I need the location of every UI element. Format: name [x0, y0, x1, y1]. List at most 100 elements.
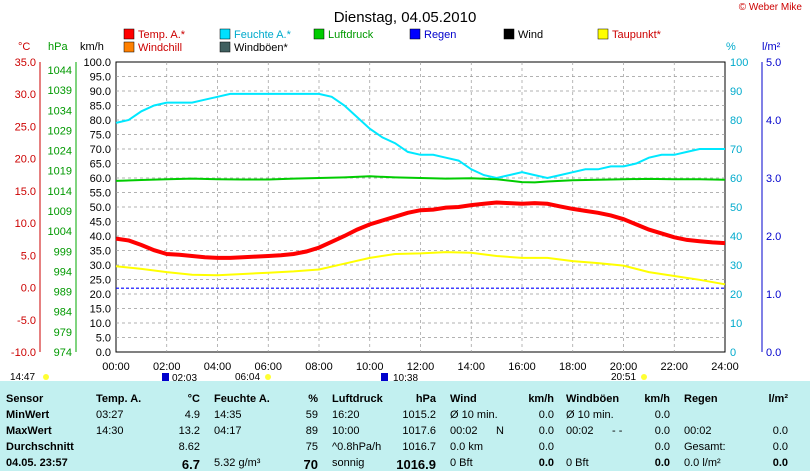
stats-cell-rain-val: 0.0 — [772, 441, 788, 453]
x-tick-label: 12:00 — [407, 361, 435, 373]
copyright-label: © Weber Mike — [738, 2, 802, 13]
legend-label: Luftdruck — [328, 29, 374, 41]
max-marker-icon — [381, 373, 388, 381]
weather-chart: Dienstag, 04.05.2010 Temp. A.* Feuchte A.*… — [10, 9, 781, 381]
pressure-tick-label: 1024 — [48, 146, 72, 158]
x-tick-label: 22:00 — [660, 361, 688, 373]
pressure-tick-label: 1004 — [48, 226, 72, 238]
wind-tick-label: 40.0 — [90, 231, 111, 243]
wind-tick-label: 30.0 — [90, 260, 111, 272]
time-marker-label: 02:03 — [172, 373, 197, 381]
pressure-tick-label: 984 — [54, 307, 72, 319]
x-tick-label: 18:00 — [559, 361, 587, 373]
temp-tick-label: 0.0 — [21, 283, 36, 295]
humidity-tick-label: 100 — [730, 57, 748, 69]
pressure-tick-label: 1039 — [48, 85, 72, 97]
x-tick-label: 04:00 — [204, 361, 232, 373]
stats-cell-label: Durchschnitt — [6, 441, 74, 453]
statistics-table: Sensor Temp. A. °C Feuchte A. % Luftdruc… — [0, 381, 810, 472]
stats-cell-rain-val: 0.0 — [772, 425, 788, 437]
stats-cell-gust-val: 0.0 — [654, 457, 670, 469]
stats-cell-gust-a: 00:02 — [566, 425, 594, 437]
pressure-tick-label: 1009 — [48, 206, 72, 218]
stats-header-gust: Windböen — [566, 393, 620, 405]
legend-label: Regen — [424, 29, 456, 41]
wind-tick-label: 10.0 — [90, 318, 111, 330]
temp-tick-label: 20.0 — [15, 154, 36, 166]
pressure-tick-label: 974 — [54, 347, 72, 359]
wind-tick-label: 65.0 — [90, 159, 111, 171]
legend-label: Windchill — [138, 42, 182, 54]
wind-tick-label: 85.0 — [90, 101, 111, 113]
rain-tick-label: 4.0 — [766, 115, 781, 127]
legend-swatch — [503, 28, 515, 40]
temp-tick-label: -10.0 — [11, 347, 36, 359]
x-tick-label: 16:00 — [508, 361, 536, 373]
temp-tick-label: 10.0 — [15, 218, 36, 230]
rain-tick-label: 5.0 — [766, 57, 781, 69]
stats-cell-gust-val: 0.0 — [654, 409, 670, 421]
pressure-tick-label: 1034 — [48, 105, 72, 117]
rain-tick-label: 3.0 — [766, 173, 781, 185]
stats-cell-label: MaxWert — [6, 425, 52, 437]
stats-cell-hum-val: 59 — [305, 409, 318, 421]
wind-tick-label: 90.0 — [90, 86, 111, 98]
stats-cell-wind-val: 0.0 — [538, 425, 554, 437]
stats-cell-temp-val: 4.9 — [184, 409, 200, 421]
wind-axis-unit: km/h — [80, 41, 104, 53]
wind-tick-label: 50.0 — [90, 202, 111, 214]
wind-tick-label: 0.0 — [96, 347, 111, 359]
pressure-axis-unit: hPa — [48, 41, 68, 53]
stats-header-rain: Regen — [684, 393, 718, 405]
stats-cell-label: MinWert — [6, 409, 50, 421]
stats-cell-press-time: 10:00 — [332, 425, 360, 437]
stats-cell-gust-a: Ø 10 min. — [566, 409, 614, 421]
pressure-tick-label: 1014 — [48, 186, 72, 198]
humidity-tick-label: 90 — [730, 86, 742, 98]
humidity-axis-unit: % — [726, 41, 736, 53]
stats-header-gust-unit: km/h — [644, 393, 670, 405]
legend-label: Feuchte A.* — [234, 29, 292, 41]
stats-cell-wind-a: 0.0 km — [450, 441, 484, 453]
wind-tick-label: 70.0 — [90, 144, 111, 156]
wind-tick-label: 25.0 — [90, 275, 111, 287]
pressure-tick-label: 994 — [54, 266, 72, 278]
x-tick-label: 14:00 — [457, 361, 485, 373]
stats-cell-press-time: ^0.8hPa/h — [332, 441, 382, 453]
time-marker-label: 14:47 — [10, 372, 35, 381]
stats-cell-temp-val: 8.62 — [178, 441, 200, 453]
x-tick-label: 06:00 — [254, 361, 282, 373]
humidity-tick-label: 80 — [730, 115, 742, 127]
legend-swatch — [313, 28, 325, 40]
legend-swatch — [123, 41, 135, 53]
temp-tick-label: 30.0 — [15, 89, 36, 101]
stats-cell-wind-b: N — [496, 425, 504, 437]
stats-cell-press-time: sonnig — [332, 457, 365, 469]
stats-cell-wind-val: 0.0 — [538, 441, 554, 453]
wind-tick-label: 95.0 — [90, 72, 111, 84]
rain-axis-unit: l/m² — [762, 41, 781, 53]
humidity-tick-label: 0 — [730, 347, 736, 359]
stats-cell-hum-time: 14:35 — [214, 409, 242, 421]
stats-cell-press-val: 1016.9 — [396, 457, 436, 472]
legend-label: Temp. A.* — [138, 29, 186, 41]
pressure-tick-label: 999 — [54, 246, 72, 258]
stats-header-temp-unit: °C — [187, 393, 200, 405]
pressure-tick-label: 979 — [54, 327, 72, 339]
chart-title: Dienstag, 04.05.2010 — [334, 9, 477, 26]
wind-tick-label: 35.0 — [90, 246, 111, 258]
stats-header-pressure-unit: hPa — [415, 393, 436, 405]
stats-cell-press-time: 16:20 — [332, 409, 360, 421]
stats-cell-hum-val: 89 — [305, 425, 318, 437]
stats-cell-rain-a: Gesamt: — [684, 441, 726, 453]
series-line-luftdruck — [115, 175, 726, 184]
stats-cell-hum-time: 5.32 g/m³ — [214, 457, 261, 469]
temp-tick-label: -5.0 — [17, 315, 36, 327]
time-marker-label: 10:38 — [393, 373, 418, 381]
stats-cell-gust-b: - - — [612, 425, 623, 437]
wind-tick-label: 80.0 — [90, 115, 111, 127]
stats-cell-temp-val: 13.2 — [178, 425, 200, 437]
pressure-tick-label: 1019 — [48, 166, 72, 178]
wind-tick-label: 55.0 — [90, 188, 111, 200]
wind-tick-label: 60.0 — [90, 173, 111, 185]
